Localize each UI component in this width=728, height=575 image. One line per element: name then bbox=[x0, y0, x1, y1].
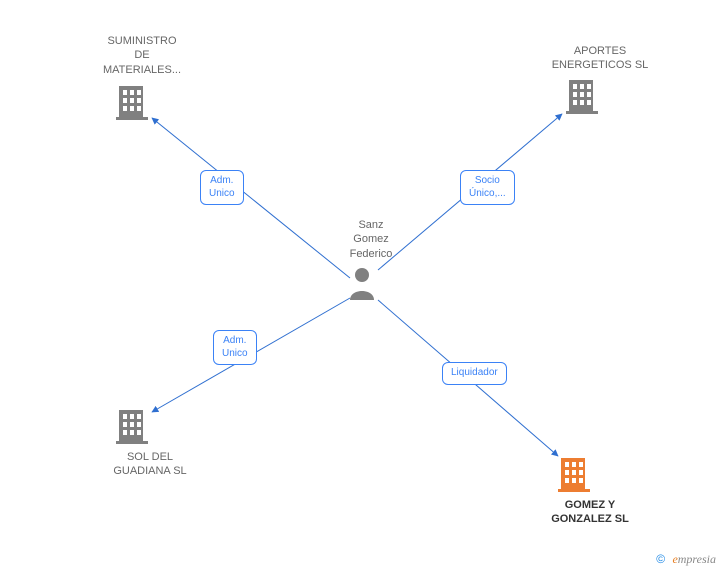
center-label: Sanz Gomez Federico bbox=[343, 218, 399, 261]
building-icon-aportes bbox=[566, 78, 598, 114]
node-label-suministro: SUMINISTRO DE MATERIALES... bbox=[82, 34, 202, 77]
edge-suministro bbox=[152, 118, 350, 278]
building-icon-gomez bbox=[558, 456, 590, 492]
node-label-soldel: SOL DEL GUADIANA SL bbox=[90, 450, 210, 479]
node-label-aportes: APORTES ENERGETICOS SL bbox=[540, 44, 660, 73]
brand-rest: mpresia bbox=[678, 552, 716, 566]
footer-attribution: © empresia bbox=[656, 552, 716, 567]
person-icon bbox=[347, 266, 377, 300]
edge-badge-suministro: Adm. Unico bbox=[200, 170, 244, 205]
edge-badge-soldel: Adm. Unico bbox=[213, 330, 257, 365]
node-label-gomez: GOMEZ Y GONZALEZ SL bbox=[530, 498, 650, 527]
edge-badge-gomez: Liquidador bbox=[442, 362, 507, 385]
building-icon-suministro bbox=[116, 84, 148, 120]
edge-badge-aportes: Socio Único,... bbox=[460, 170, 515, 205]
building-icon-soldel bbox=[116, 408, 148, 444]
copyright-symbol: © bbox=[656, 552, 665, 566]
